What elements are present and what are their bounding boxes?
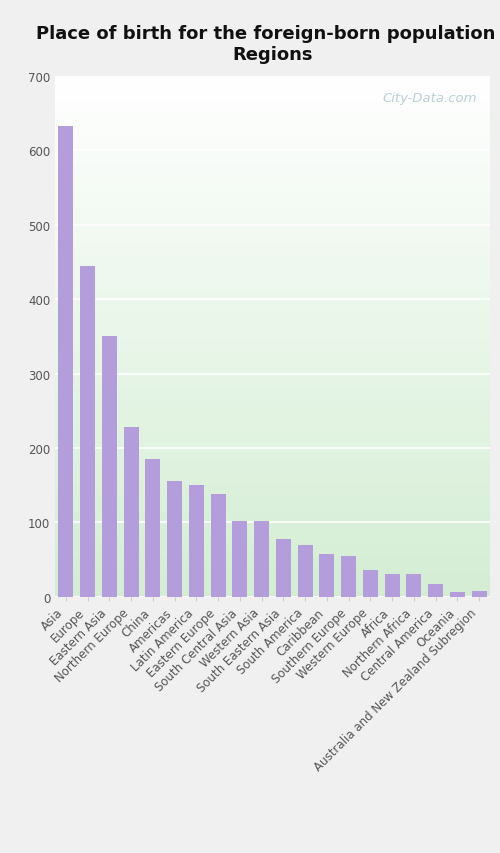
Bar xyxy=(102,337,117,597)
Bar xyxy=(472,591,486,597)
Bar xyxy=(254,521,269,597)
Bar xyxy=(298,545,312,597)
Text: City-Data.com: City-Data.com xyxy=(382,92,477,106)
Bar xyxy=(232,521,248,597)
Bar xyxy=(210,495,226,597)
Bar xyxy=(320,554,334,597)
Bar xyxy=(58,127,74,597)
Title: Place of birth for the foreign-born population -
Regions: Place of birth for the foreign-born popu… xyxy=(36,26,500,64)
Bar xyxy=(450,592,465,597)
Bar xyxy=(406,575,422,597)
Bar xyxy=(363,571,378,597)
Bar xyxy=(167,482,182,597)
Bar xyxy=(276,540,291,597)
Bar xyxy=(428,584,443,597)
Bar xyxy=(80,266,95,597)
Bar xyxy=(124,427,138,597)
Bar xyxy=(384,575,400,597)
Bar xyxy=(146,460,160,597)
Bar xyxy=(189,485,204,597)
Bar xyxy=(341,556,356,597)
